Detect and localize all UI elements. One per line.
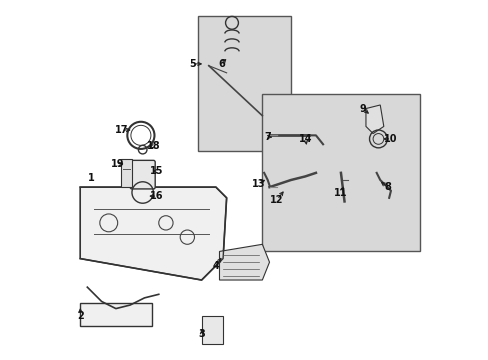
Text: 5: 5 <box>189 59 196 69</box>
Text: 17: 17 <box>114 125 128 135</box>
Polygon shape <box>219 244 269 280</box>
Text: 11: 11 <box>333 188 347 198</box>
Text: 16: 16 <box>150 191 163 201</box>
Text: 9: 9 <box>358 104 365 113</box>
Polygon shape <box>121 158 132 187</box>
FancyBboxPatch shape <box>130 160 155 189</box>
Text: 14: 14 <box>298 134 311 144</box>
Text: 2: 2 <box>77 311 83 321</box>
Polygon shape <box>80 187 226 280</box>
Text: 18: 18 <box>146 141 160 151</box>
Bar <box>198 16 290 152</box>
Bar <box>80 303 151 327</box>
Text: 7: 7 <box>264 132 270 142</box>
Polygon shape <box>365 105 383 134</box>
Polygon shape <box>201 316 223 344</box>
Text: 6: 6 <box>218 59 224 69</box>
Text: 10: 10 <box>384 134 397 144</box>
Text: 15: 15 <box>150 166 163 176</box>
Text: 19: 19 <box>111 159 124 169</box>
Text: 13: 13 <box>251 179 265 189</box>
Text: 4: 4 <box>212 261 219 271</box>
Text: 3: 3 <box>198 329 204 339</box>
Text: 1: 1 <box>87 173 94 183</box>
Text: 8: 8 <box>383 182 390 192</box>
Text: 12: 12 <box>269 195 283 204</box>
Bar <box>262 94 419 251</box>
